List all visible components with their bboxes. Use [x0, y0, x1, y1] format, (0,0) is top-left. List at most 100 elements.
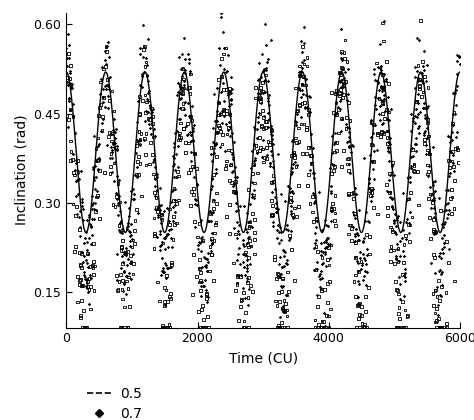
- 0.9: [230, 188, 237, 195]
- 0.7: [142, 118, 149, 125]
- 0.9: [394, 324, 401, 331]
- 0.7: [319, 261, 326, 268]
- 0.7: [272, 205, 280, 211]
- 0.9: [406, 189, 414, 195]
- 0.7: [126, 204, 133, 211]
- 0.9: [197, 324, 204, 331]
- 0.7: [131, 172, 138, 178]
- 0.9: [141, 44, 148, 50]
- 0.9: [287, 194, 294, 201]
- 0.7: [381, 78, 388, 84]
- 0.9: [279, 305, 287, 312]
- 0.7: [66, 80, 74, 87]
- 0.7: [113, 143, 120, 150]
- 0.9: [283, 312, 291, 319]
- 0.9: [311, 317, 319, 323]
- 0.9: [65, 50, 73, 57]
- 0.7: [229, 183, 237, 190]
- 0.9: [92, 145, 100, 152]
- 0.9: [302, 126, 310, 133]
- 0.7: [420, 129, 428, 136]
- 0.7: [180, 106, 188, 113]
- 0.7: [244, 257, 251, 264]
- 0.7: [209, 209, 217, 216]
- 0.7: [315, 188, 322, 195]
- 0.9: [190, 191, 197, 198]
- 0.7: [85, 213, 93, 220]
- 0.9: [402, 233, 410, 239]
- 0.7: [266, 163, 273, 169]
- 0.7: [239, 250, 246, 257]
- 0.7: [91, 186, 99, 192]
- 0.7: [203, 299, 210, 305]
- 0.7: [234, 257, 241, 264]
- 0.7: [202, 261, 210, 268]
- 0.9: [120, 324, 128, 331]
- 0.7: [354, 268, 362, 275]
- 0.9: [395, 291, 402, 297]
- 0.9: [213, 153, 220, 160]
- 0.9: [173, 200, 181, 207]
- 0.7: [437, 250, 444, 257]
- 0.7: [69, 101, 77, 108]
- 0.7: [115, 212, 122, 219]
- 0.9: [374, 130, 382, 136]
- 0.7: [423, 124, 431, 131]
- 0.7: [261, 89, 269, 96]
- 0.7: [76, 223, 83, 230]
- 0.7: [284, 183, 292, 190]
- 0.9: [275, 322, 283, 329]
- 0.7: [143, 62, 151, 68]
- 0.9: [244, 279, 252, 286]
- 0.7: [207, 210, 214, 217]
- 0.7: [411, 120, 419, 127]
- 0.7: [82, 276, 89, 283]
- 0.7: [411, 85, 419, 92]
- 0.7: [386, 172, 393, 178]
- 0.7: [78, 203, 86, 210]
- 0.7: [412, 140, 420, 147]
- 0.9: [90, 240, 98, 247]
- 0.7: [360, 255, 368, 262]
- 0.9: [354, 302, 361, 309]
- 0.7: [156, 227, 164, 234]
- 0.7: [392, 231, 400, 238]
- 0.9: [435, 324, 443, 331]
- 0.7: [367, 158, 374, 164]
- 0.7: [310, 200, 318, 206]
- 0.9: [196, 256, 203, 262]
- 0.7: [178, 65, 186, 72]
- 0.7: [235, 222, 243, 228]
- 0.9: [286, 232, 293, 239]
- 0.7: [310, 266, 318, 273]
- 0.7: [244, 302, 251, 309]
- 0.7: [216, 144, 224, 150]
- 0.7: [97, 91, 104, 97]
- 0.7: [441, 218, 448, 225]
- 0.7: [365, 219, 373, 226]
- 0.9: [394, 310, 402, 317]
- 0.7: [413, 114, 421, 121]
- 0.7: [313, 258, 320, 265]
- 0.9: [367, 185, 375, 192]
- 0.7: [219, 29, 227, 35]
- 0.9: [408, 214, 416, 220]
- 0.7: [282, 226, 290, 232]
- 0.7: [111, 158, 119, 165]
- 0.7: [326, 241, 334, 247]
- 0.9: [176, 130, 183, 136]
- 0.9: [332, 100, 340, 106]
- 0.7: [426, 184, 434, 190]
- 0.7: [422, 151, 429, 158]
- 0.9: [77, 262, 84, 269]
- 0.9: [387, 224, 394, 231]
- 0.7: [380, 82, 388, 89]
- 0.7: [118, 229, 126, 236]
- 0.7: [337, 54, 345, 61]
- 0.7: [358, 261, 365, 268]
- 0.7: [94, 143, 101, 150]
- 0.9: [180, 125, 187, 131]
- 0.7: [415, 37, 422, 44]
- 0.7: [240, 242, 247, 249]
- 0.9: [273, 302, 281, 309]
